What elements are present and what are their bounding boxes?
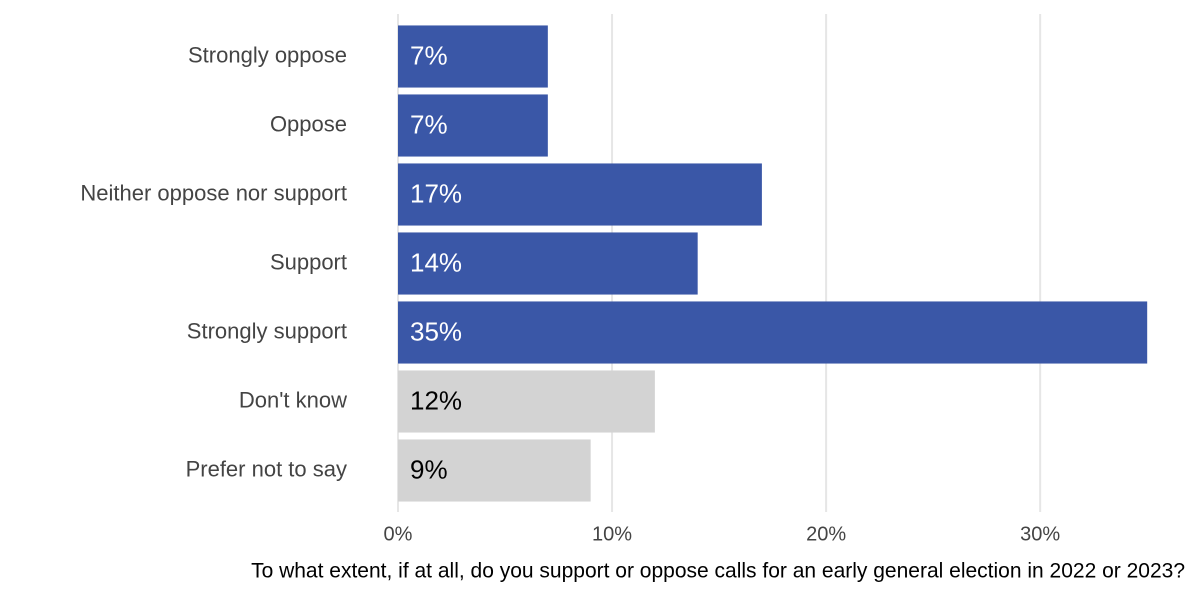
bar <box>398 25 548 88</box>
y-tick-label: Support <box>270 249 347 274</box>
x-tick-label: 10% <box>592 523 632 545</box>
value-label: 12% <box>410 385 462 415</box>
value-label: 14% <box>410 247 462 277</box>
y-tick-label: Prefer not to say <box>186 456 347 481</box>
value-label: 7% <box>410 40 448 70</box>
x-tick-label: 30% <box>1020 523 1060 545</box>
bar <box>398 301 1148 364</box>
bar <box>398 232 698 295</box>
value-label: 7% <box>410 109 448 139</box>
x-tick-label: 0% <box>384 523 413 545</box>
y-tick-label: Don't know <box>239 387 347 412</box>
bar <box>398 439 591 502</box>
value-label: 9% <box>410 454 448 484</box>
x-tick-label: 20% <box>806 523 846 545</box>
bar <box>398 163 762 226</box>
value-label: 17% <box>410 178 462 208</box>
bar <box>398 94 548 157</box>
y-tick-label: Strongly support <box>187 318 347 343</box>
y-tick-label: Oppose <box>270 111 347 136</box>
bar <box>398 370 655 433</box>
x-axis-title: To what extent, if at all, do you suppor… <box>251 560 1185 583</box>
y-tick-label: Neither oppose nor support <box>80 180 347 205</box>
value-label: 35% <box>410 316 462 346</box>
y-tick-label: Strongly oppose <box>188 42 347 67</box>
